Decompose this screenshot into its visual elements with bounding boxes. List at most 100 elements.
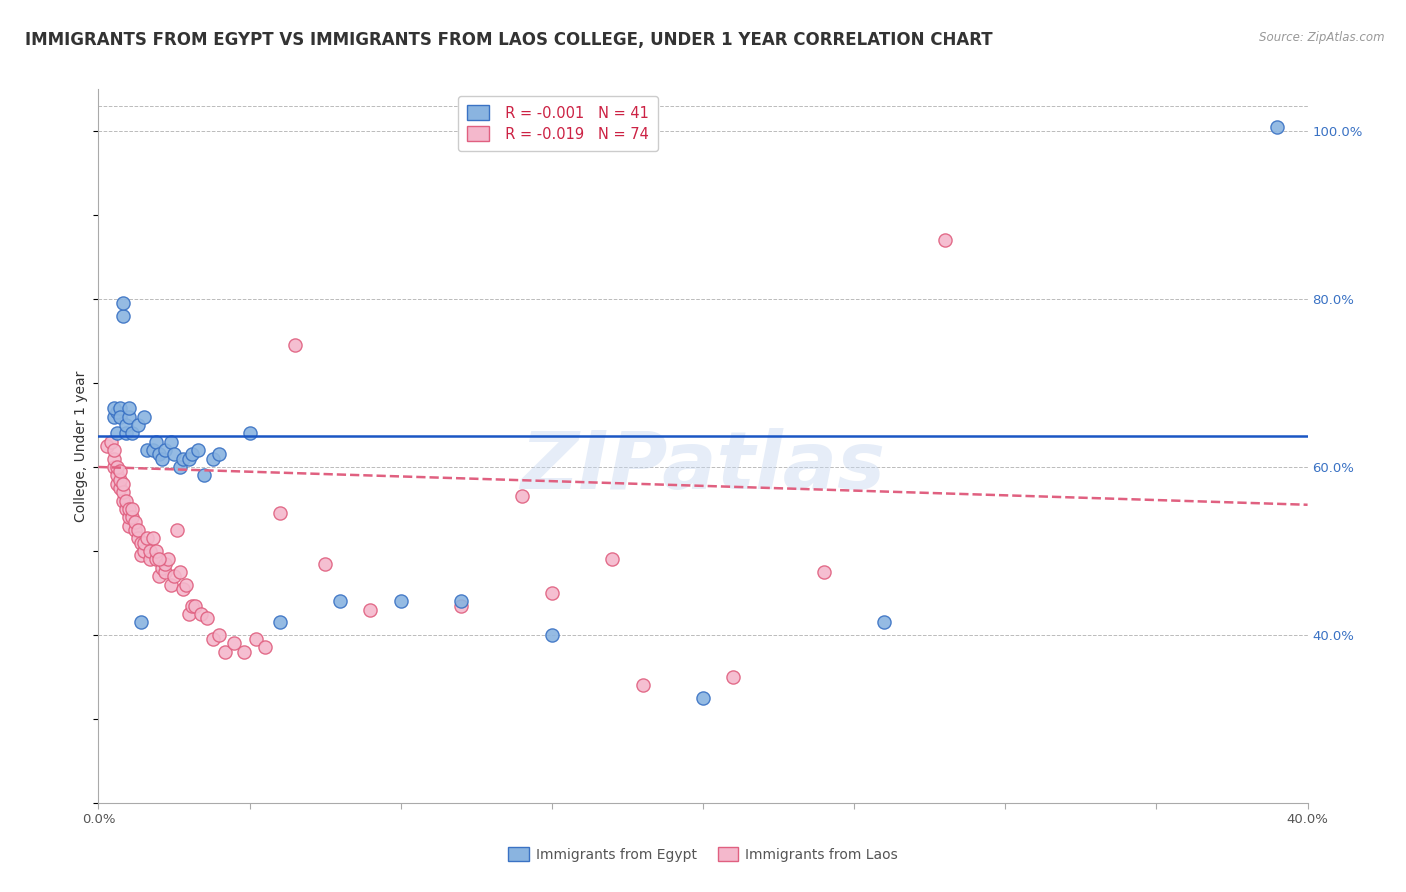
Point bbox=[132, 535, 155, 549]
Point bbox=[160, 434, 183, 449]
Point bbox=[139, 552, 162, 566]
Point bbox=[100, 434, 122, 449]
Point bbox=[127, 417, 149, 432]
Point bbox=[184, 599, 207, 613]
Point bbox=[1267, 120, 1289, 134]
Point bbox=[103, 451, 125, 466]
Point bbox=[139, 544, 162, 558]
Point bbox=[208, 628, 231, 642]
Point bbox=[153, 565, 176, 579]
Point bbox=[114, 426, 136, 441]
Point bbox=[135, 443, 157, 458]
Legend: Immigrants from Egypt, Immigrants from Laos: Immigrants from Egypt, Immigrants from L… bbox=[502, 841, 904, 867]
Point bbox=[181, 599, 204, 613]
Text: IMMIGRANTS FROM EGYPT VS IMMIGRANTS FROM LAOS COLLEGE, UNDER 1 YEAR CORRELATION : IMMIGRANTS FROM EGYPT VS IMMIGRANTS FROM… bbox=[25, 31, 993, 49]
Point bbox=[202, 632, 225, 646]
Point bbox=[105, 426, 128, 441]
Point bbox=[121, 426, 143, 441]
Point bbox=[160, 577, 183, 591]
Point bbox=[129, 548, 152, 562]
Point bbox=[127, 532, 149, 546]
Point bbox=[253, 640, 276, 655]
Point bbox=[169, 565, 191, 579]
Point bbox=[111, 296, 134, 310]
Point bbox=[208, 447, 231, 461]
Point bbox=[121, 502, 143, 516]
Point bbox=[145, 434, 167, 449]
Point bbox=[108, 464, 131, 478]
Point bbox=[169, 460, 191, 475]
Point bbox=[389, 594, 412, 608]
Point bbox=[108, 409, 131, 424]
Text: Source: ZipAtlas.com: Source: ZipAtlas.com bbox=[1260, 31, 1385, 45]
Point bbox=[187, 443, 209, 458]
Point bbox=[631, 678, 654, 692]
Point bbox=[181, 447, 204, 461]
Point bbox=[360, 603, 382, 617]
Point bbox=[214, 645, 236, 659]
Point bbox=[118, 401, 141, 416]
Point bbox=[103, 443, 125, 458]
Point bbox=[540, 586, 562, 600]
Point bbox=[118, 502, 141, 516]
Point bbox=[105, 460, 128, 475]
Point bbox=[163, 569, 186, 583]
Point bbox=[129, 615, 152, 630]
Point bbox=[269, 615, 291, 630]
Point bbox=[108, 481, 131, 495]
Point bbox=[202, 451, 225, 466]
Point bbox=[145, 552, 167, 566]
Point bbox=[108, 401, 131, 416]
Point bbox=[934, 233, 956, 247]
Point bbox=[150, 451, 173, 466]
Point bbox=[132, 544, 155, 558]
Point bbox=[172, 451, 194, 466]
Point bbox=[195, 611, 218, 625]
Point bbox=[329, 594, 352, 608]
Point bbox=[148, 552, 170, 566]
Point bbox=[103, 409, 125, 424]
Point bbox=[873, 615, 896, 630]
Point bbox=[124, 515, 146, 529]
Point bbox=[96, 439, 118, 453]
Point bbox=[103, 401, 125, 416]
Point bbox=[153, 443, 176, 458]
Point bbox=[166, 523, 188, 537]
Point bbox=[145, 544, 167, 558]
Point bbox=[105, 405, 128, 419]
Point bbox=[105, 468, 128, 483]
Point bbox=[105, 476, 128, 491]
Point bbox=[284, 338, 307, 352]
Point bbox=[153, 557, 176, 571]
Point bbox=[118, 518, 141, 533]
Point bbox=[118, 409, 141, 424]
Point bbox=[103, 460, 125, 475]
Point bbox=[148, 447, 170, 461]
Point bbox=[114, 417, 136, 432]
Point bbox=[142, 532, 165, 546]
Text: ZIPatlas: ZIPatlas bbox=[520, 428, 886, 507]
Point bbox=[156, 552, 179, 566]
Point bbox=[450, 594, 472, 608]
Point bbox=[232, 645, 254, 659]
Point bbox=[135, 532, 157, 546]
Point bbox=[148, 569, 170, 583]
Y-axis label: College, Under 1 year: College, Under 1 year bbox=[75, 370, 89, 522]
Point bbox=[239, 426, 262, 441]
Point bbox=[269, 506, 291, 520]
Point bbox=[179, 607, 201, 621]
Point bbox=[172, 582, 194, 596]
Point bbox=[450, 599, 472, 613]
Point bbox=[111, 485, 134, 500]
Point bbox=[118, 510, 141, 524]
Point bbox=[224, 636, 246, 650]
Point bbox=[111, 493, 134, 508]
Point bbox=[121, 510, 143, 524]
Point bbox=[193, 468, 215, 483]
Point bbox=[114, 502, 136, 516]
Point bbox=[179, 451, 201, 466]
Point bbox=[245, 632, 267, 646]
Point bbox=[314, 557, 336, 571]
Point bbox=[723, 670, 745, 684]
Point bbox=[114, 493, 136, 508]
